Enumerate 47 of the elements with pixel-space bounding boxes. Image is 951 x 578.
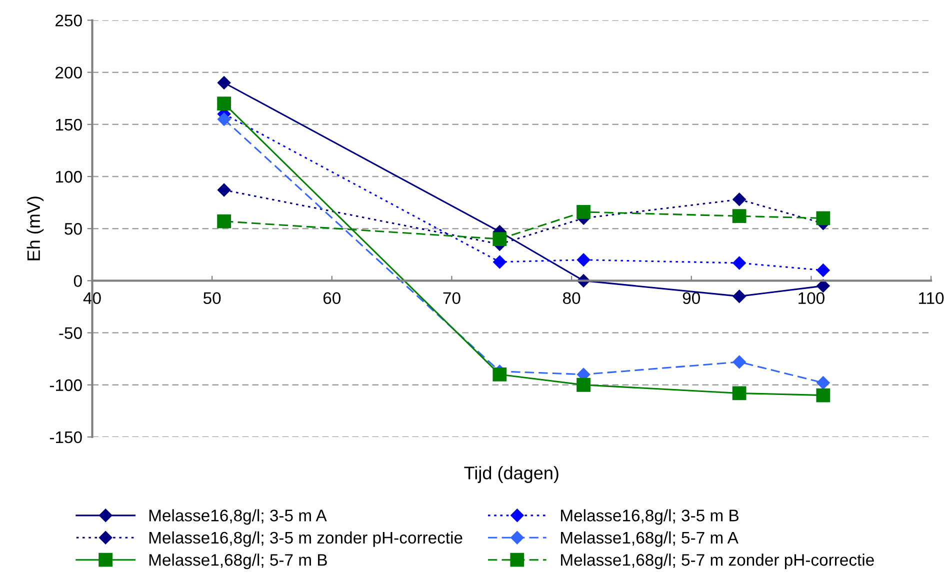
x-axis-title: Tijd (dagen)	[464, 466, 558, 483]
y-tick-label: 250	[56, 14, 82, 26]
x-tick-label: 40	[83, 292, 101, 304]
point	[732, 290, 746, 303]
y-tick-label: 150	[56, 118, 82, 131]
legend-label: Melasse16,8g/l; 3-5 m A	[149, 509, 327, 525]
legend-label: Melasse1,68g/l; 5-7 m B	[149, 554, 327, 570]
y-axis-title: Eh (mV)	[26, 196, 44, 260]
point	[493, 255, 506, 269]
legend-label: Melasse16,8g/l; 3-5 m zonder pH-correctie	[149, 531, 462, 547]
point	[732, 256, 746, 270]
y-tick-label: -100	[50, 379, 82, 392]
x-tick-label: 100	[798, 292, 824, 304]
point	[576, 378, 590, 392]
x-tick-label: 70	[443, 292, 460, 304]
legend-label: Melasse1,68g/l; 5-7 m A	[561, 531, 738, 547]
point	[732, 209, 746, 224]
point	[732, 355, 746, 369]
point	[217, 96, 231, 111]
point	[816, 211, 830, 226]
point	[576, 204, 590, 219]
x-tick-label: 110	[919, 292, 944, 304]
point	[732, 386, 746, 400]
point	[816, 388, 830, 402]
x-tick-label: 80	[563, 292, 580, 304]
point	[732, 192, 746, 206]
y-tick-label: 200	[56, 66, 82, 79]
x-tick-label: 60	[323, 292, 341, 304]
y-tick-label: 0	[74, 275, 82, 287]
point	[816, 376, 830, 390]
x-tick-label: 50	[203, 292, 221, 304]
y-tick-label: -50	[59, 327, 82, 339]
point	[217, 214, 231, 228]
y-tick-label: 50	[64, 223, 82, 235]
x-tick-label: 90	[682, 292, 700, 304]
legend-label: Melasse16,8g/l; 3-5 m B	[561, 509, 738, 525]
legend-label: Melasse1,68g/l; 5-7 m zonder pH-correctie	[561, 554, 874, 570]
point	[217, 76, 231, 90]
point	[217, 112, 231, 126]
y-tick-label: -150	[50, 431, 82, 444]
y-tick-label: 100	[56, 170, 82, 183]
point	[576, 253, 590, 266]
point	[816, 264, 830, 277]
point	[217, 183, 231, 197]
point	[492, 368, 507, 382]
point	[492, 232, 507, 246]
point	[816, 279, 830, 292]
